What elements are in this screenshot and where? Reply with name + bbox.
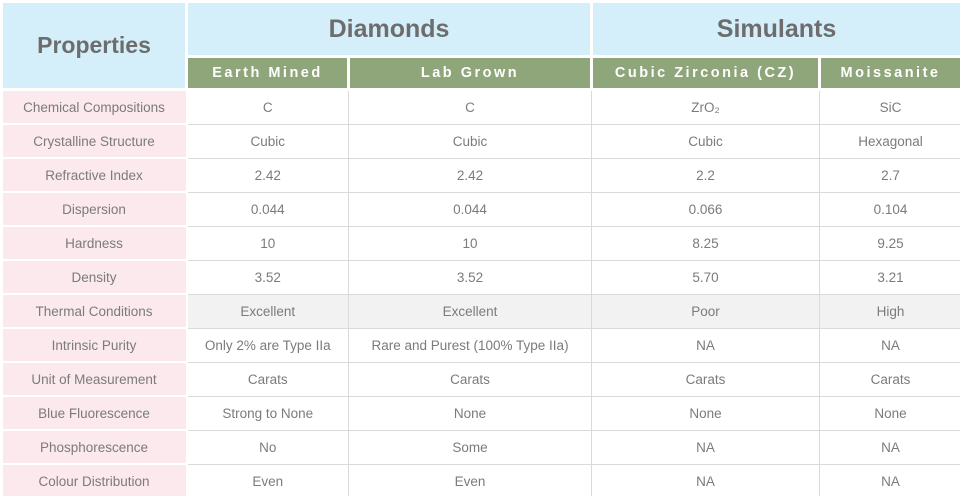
table-cell: C (347, 89, 593, 125)
table-cell: Hexagonal (819, 123, 960, 159)
table-cell: Excellent (347, 293, 593, 329)
table-row: Density 3.52 3.52 5.70 3.21 (0, 259, 960, 295)
column-header-cubic-zirconia: Cubic Zirconia (CZ) (590, 55, 822, 91)
table-cell: 8.25 (591, 225, 821, 261)
table-cell: None (819, 395, 960, 431)
table-cell: None (347, 395, 593, 431)
table-cell: Cubic (591, 123, 821, 159)
row-label: Dispersion (0, 191, 188, 227)
table-cell: SiC (819, 89, 960, 125)
table-cell: Even (347, 463, 593, 496)
table-cell: 2.2 (591, 157, 821, 193)
table-cell: Carats (347, 361, 593, 397)
table-cell: 3.21 (819, 259, 960, 295)
table-row: Intrinsic Purity Only 2% are Type IIa Ra… (0, 327, 960, 363)
table-row: Refractive Index 2.42 2.42 2.2 2.7 (0, 157, 960, 193)
table-cell: Some (347, 429, 593, 465)
row-label: Hardness (0, 225, 188, 261)
table-row: Colour Distribution Even Even NA NA (0, 463, 960, 496)
table-cell: NA (819, 327, 960, 363)
group-header-simulants: Simulants (590, 0, 960, 58)
table-cell: 10 (186, 225, 349, 261)
table-cell: Strong to None (186, 395, 349, 431)
table-row: Blue Fluorescence Strong to None None No… (0, 395, 960, 431)
column-header-moissanite: Moissanite (818, 55, 960, 91)
table-cell: 3.52 (186, 259, 349, 295)
table-cell: Carats (591, 361, 821, 397)
table-row: Crystalline Structure Cubic Cubic Cubic … (0, 123, 960, 159)
table-row: Chemical Compositions C C ZrO₂ SiC (0, 88, 960, 125)
row-label: Chemical Compositions (0, 88, 188, 125)
row-label: Phosphorescence (0, 429, 188, 465)
table-row: Unit of Measurement Carats Carats Carats… (0, 361, 960, 397)
table-cell: Carats (186, 361, 349, 397)
table-row: Dispersion 0.044 0.044 0.066 0.104 (0, 191, 960, 227)
row-label: Crystalline Structure (0, 123, 188, 159)
row-label: Colour Distribution (0, 463, 188, 496)
table-cell: Poor (591, 293, 821, 329)
row-label: Intrinsic Purity (0, 327, 188, 363)
row-label: Unit of Measurement (0, 361, 188, 397)
table-cell: NA (591, 327, 821, 363)
row-label: Thermal Conditions (0, 293, 188, 329)
table-cell: NA (591, 463, 821, 496)
row-label: Blue Fluorescence (0, 395, 188, 431)
table-cell: 5.70 (591, 259, 821, 295)
row-label: Refractive Index (0, 157, 188, 193)
table-cell: 2.42 (186, 157, 349, 193)
table-cell: 0.104 (819, 191, 960, 227)
table-cell: Excellent (186, 293, 349, 329)
table-cell: No (186, 429, 349, 465)
table-cell: Carats (819, 361, 960, 397)
table-cell: Rare and Purest (100% Type IIa) (347, 327, 593, 363)
table-cell: 0.044 (186, 191, 349, 227)
group-header-diamonds: Diamonds (184, 0, 594, 58)
table-cell: NA (819, 463, 960, 496)
table-cell: NA (819, 429, 960, 465)
table-cell: Only 2% are Type IIa (186, 327, 349, 363)
table-row: Hardness 10 10 8.25 9.25 (0, 225, 960, 261)
table-cell: 3.52 (347, 259, 593, 295)
properties-header: Properties (0, 0, 188, 91)
row-label: Density (0, 259, 188, 295)
table-cell: 10 (347, 225, 593, 261)
table-row: Thermal Conditions Excellent Excellent P… (0, 293, 960, 329)
column-header-earth-mined: Earth Mined (185, 55, 350, 91)
column-header-lab-grown: Lab Grown (346, 55, 594, 91)
group-header-row: Properties Diamonds Simulants (0, 0, 960, 91)
table-cell: High (819, 293, 960, 329)
table-cell: ZrO₂ (591, 89, 821, 125)
table-cell: Cubic (347, 123, 593, 159)
column-header-row: Earth Mined Lab Grown Cubic Zirconia (CZ… (2, 55, 960, 91)
table-cell: NA (591, 429, 821, 465)
table-cell: None (591, 395, 821, 431)
table-cell: C (186, 89, 349, 125)
table-cell: 0.066 (591, 191, 821, 227)
table-cell: 9.25 (819, 225, 960, 261)
table-cell: 0.044 (347, 191, 593, 227)
table-cell: Even (186, 463, 349, 496)
table-cell: Cubic (186, 123, 349, 159)
table-cell: 2.42 (347, 157, 593, 193)
table-cell: 2.7 (819, 157, 960, 193)
table-row: Phosphorescence No Some NA NA (0, 429, 960, 465)
